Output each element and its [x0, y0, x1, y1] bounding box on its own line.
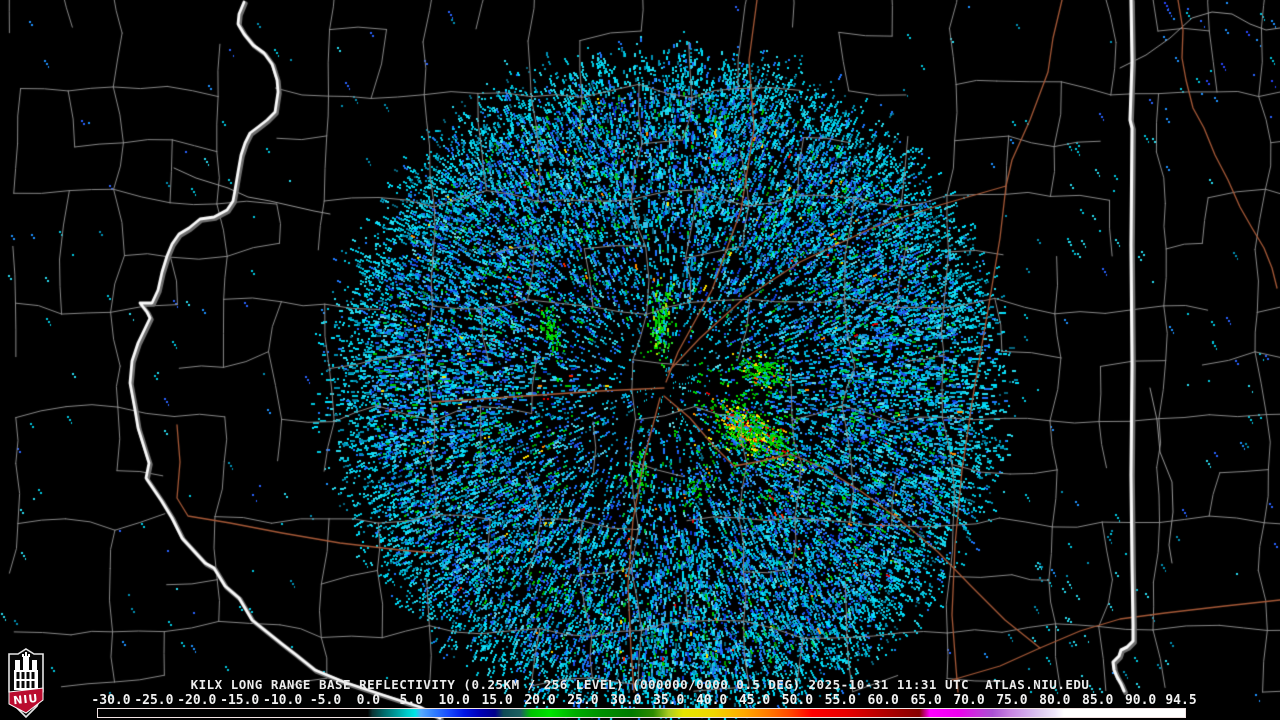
scale-tick-label: 30.0 — [610, 693, 642, 708]
niu-logo: NIU — [8, 648, 44, 718]
scale-tick-label: 5.0 — [399, 693, 424, 708]
niu-wordmark: NIU — [13, 692, 39, 708]
scale-tick-label: -5.0 — [309, 693, 342, 708]
scale-tick-label: 70.0 — [953, 693, 985, 708]
niu-castle-icon — [14, 652, 38, 690]
scale-tick-label: 40.0 — [695, 693, 728, 708]
scale-tick-label: 15.0 — [481, 693, 513, 708]
scale-tick-label: 65.0 — [910, 693, 942, 708]
scale-tick-label: -20.0 — [177, 693, 217, 708]
scale-tick-label: 94.5 — [1165, 693, 1197, 708]
scale-tick-label: -30.0 — [91, 693, 131, 708]
scale-tick-label: -10.0 — [263, 693, 303, 708]
niu-red-band — [8, 687, 44, 714]
scale-tick-label: 25.0 — [567, 693, 599, 708]
scale-tick-label: 60.0 — [867, 693, 899, 708]
scale-tick-label: 35.0 — [653, 693, 685, 708]
scale-tick-label: 80.0 — [1039, 693, 1071, 708]
scale-tick-label: 45.0 — [738, 693, 771, 708]
reflectivity-color-bar — [97, 708, 1186, 718]
scale-tick-label: -25.0 — [134, 693, 174, 708]
scale-tick-label: 0.0 — [356, 693, 381, 708]
scale-tick-label: 55.0 — [824, 693, 856, 708]
scale-tick-label: 85.0 — [1082, 693, 1114, 708]
scale-tick-label: -15.0 — [220, 693, 260, 708]
scale-tick-label: 10.0 — [438, 693, 470, 708]
scale-tick-label: 20.0 — [524, 693, 556, 708]
scale-tick-label: 50.0 — [781, 693, 814, 708]
reflectivity-scale-labels: -30.0 -25.0 -20.0 -15.0 -10.0 -5.0 0.0 5.0 10.0 1… — [0, 693, 1280, 708]
scale-tick-label: 90.0 — [1124, 693, 1157, 708]
scale-tick-label: 75.0 — [996, 693, 1028, 708]
